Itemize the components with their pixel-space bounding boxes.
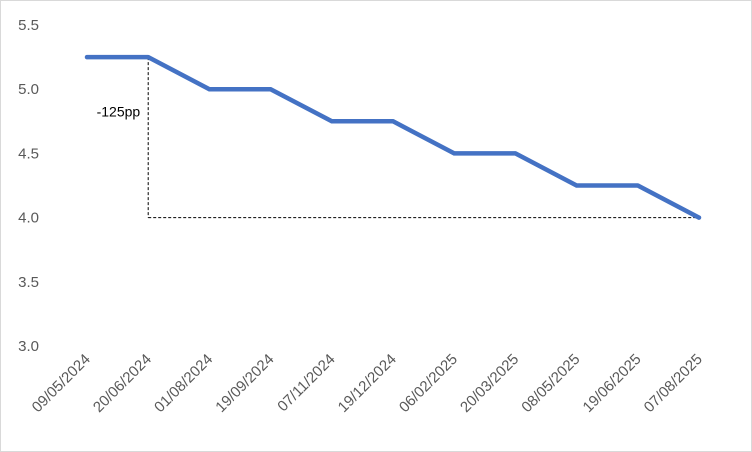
x-tick-label: 19/06/2025 — [580, 351, 645, 416]
data-point — [146, 55, 151, 60]
y-tick-label: 5.5 — [18, 17, 39, 34]
x-tick-label: 07/08/2025 — [641, 351, 706, 416]
series-line — [84, 54, 702, 220]
x-axis-tick-labels: 09/05/202420/06/202401/08/202419/09/2024… — [29, 351, 706, 416]
x-tick-label: 01/08/2024 — [151, 351, 216, 416]
x-tick-label: 20/03/2025 — [457, 351, 522, 416]
y-tick-label: 3.5 — [18, 274, 39, 291]
data-point — [329, 119, 334, 124]
annotation-label: -125pp — [97, 103, 141, 119]
series-group — [84, 54, 702, 220]
y-tick-label: 3.0 — [18, 338, 39, 355]
data-point — [85, 55, 89, 60]
x-tick-label: 09/05/2024 — [29, 351, 94, 416]
y-tick-label: 5.0 — [18, 81, 39, 98]
data-point — [697, 215, 701, 220]
y-tick-label: 4.5 — [18, 145, 39, 162]
data-point — [207, 87, 212, 92]
y-axis-tick-labels: 3.0 3.5 4.0 4.5 5.0 5.5 — [18, 17, 39, 355]
data-point — [574, 183, 579, 188]
data-point — [268, 87, 273, 92]
x-tick-label: 19/09/2024 — [212, 351, 277, 416]
x-tick-label: 20/06/2024 — [90, 351, 155, 416]
x-tick-label: 07/11/2024 — [274, 351, 338, 415]
y-tick-label: 4.0 — [18, 210, 39, 227]
x-tick-label: 08/05/2025 — [518, 351, 583, 416]
x-tick-label: 19/12/2024 — [335, 351, 400, 416]
data-point — [452, 151, 457, 156]
data-point — [635, 183, 640, 188]
data-point — [513, 151, 518, 156]
annotation-group: -125pp — [97, 57, 699, 219]
x-tick-label: 06/02/2025 — [396, 351, 461, 416]
data-point — [391, 119, 395, 124]
